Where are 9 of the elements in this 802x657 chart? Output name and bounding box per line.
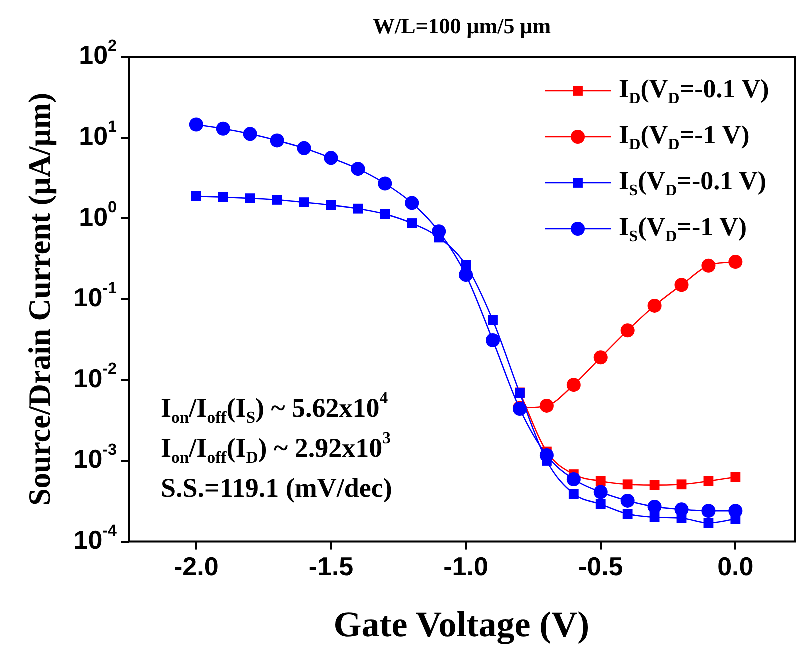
x-tick-label: -1.5: [308, 552, 354, 582]
y-axis-title: Source/Drain Current (μA/μm): [22, 92, 58, 506]
chart-title: W/L=100 μm/5 μm: [372, 14, 552, 39]
x-tick-label: -0.5: [578, 552, 624, 582]
x-axis-title: Gate Voltage (V): [334, 604, 590, 644]
x-tick-label: 0.0: [718, 552, 754, 582]
x-tick-label: -1.0: [444, 552, 488, 582]
x-tick-label: -2.0: [174, 552, 219, 582]
annotation: S.S.=119.1 (mV/dec): [161, 472, 392, 503]
